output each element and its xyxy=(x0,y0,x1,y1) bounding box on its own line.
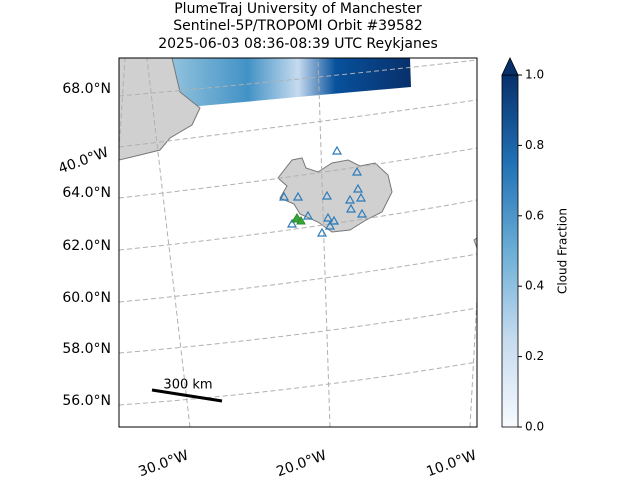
colorbar-label: Cloud Fraction xyxy=(556,208,570,294)
map-area xyxy=(119,58,477,427)
colorbar-tick-label: 0.4 xyxy=(525,279,544,293)
lon-label: 30.0°W xyxy=(136,447,190,480)
title-line: PlumeTraj University of Manchester xyxy=(174,1,422,17)
colorbar-tick-label: 0.2 xyxy=(525,349,544,363)
cloud-swath xyxy=(160,58,411,108)
lat-label: 64.0°N xyxy=(62,185,111,201)
colorbar: Cloud Fraction 0.0 0.2 0.4 0.6 0.8 1.0 xyxy=(501,57,570,434)
lon-label: 40.0°W xyxy=(56,144,110,177)
lat-label: 56.0°N xyxy=(62,393,111,409)
colorbar-tick-label: 0.8 xyxy=(525,138,544,152)
lat-label: 60.0°N xyxy=(62,290,111,306)
colorbar-tick-label: 1.0 xyxy=(525,68,544,82)
scale-bar xyxy=(151,388,223,403)
lat-label: 58.0°N xyxy=(62,341,111,357)
title-line: 2025-06-03 08:36-08:39 UTC Reykjanes xyxy=(158,36,438,52)
title: PlumeTraj University of Manchester Senti… xyxy=(158,1,438,52)
lon-label: 10.0°W xyxy=(424,447,478,480)
colorbar-extend xyxy=(501,57,519,76)
lat-labels: 68.0°N 64.0°N 62.0°N 60.0°N 58.0°N 56.0°… xyxy=(62,81,111,409)
scale-label: 300 km xyxy=(163,378,212,393)
lat-label: 68.0°N xyxy=(62,81,111,97)
map-frame xyxy=(118,57,478,428)
colorbar-tick-label: 0.6 xyxy=(525,208,544,222)
volcanoes xyxy=(278,145,368,237)
title-line: Sentinel-5P/TROPOMI Orbit #39582 xyxy=(173,18,422,34)
colorbar-tick-label: 0.0 xyxy=(525,420,544,434)
greenland xyxy=(119,58,201,161)
lon-label: 20.0°W xyxy=(274,447,328,480)
colorbar-gradient xyxy=(501,74,519,428)
graticule xyxy=(119,58,477,427)
lat-label: 62.0°N xyxy=(62,238,111,254)
land xyxy=(473,237,477,249)
